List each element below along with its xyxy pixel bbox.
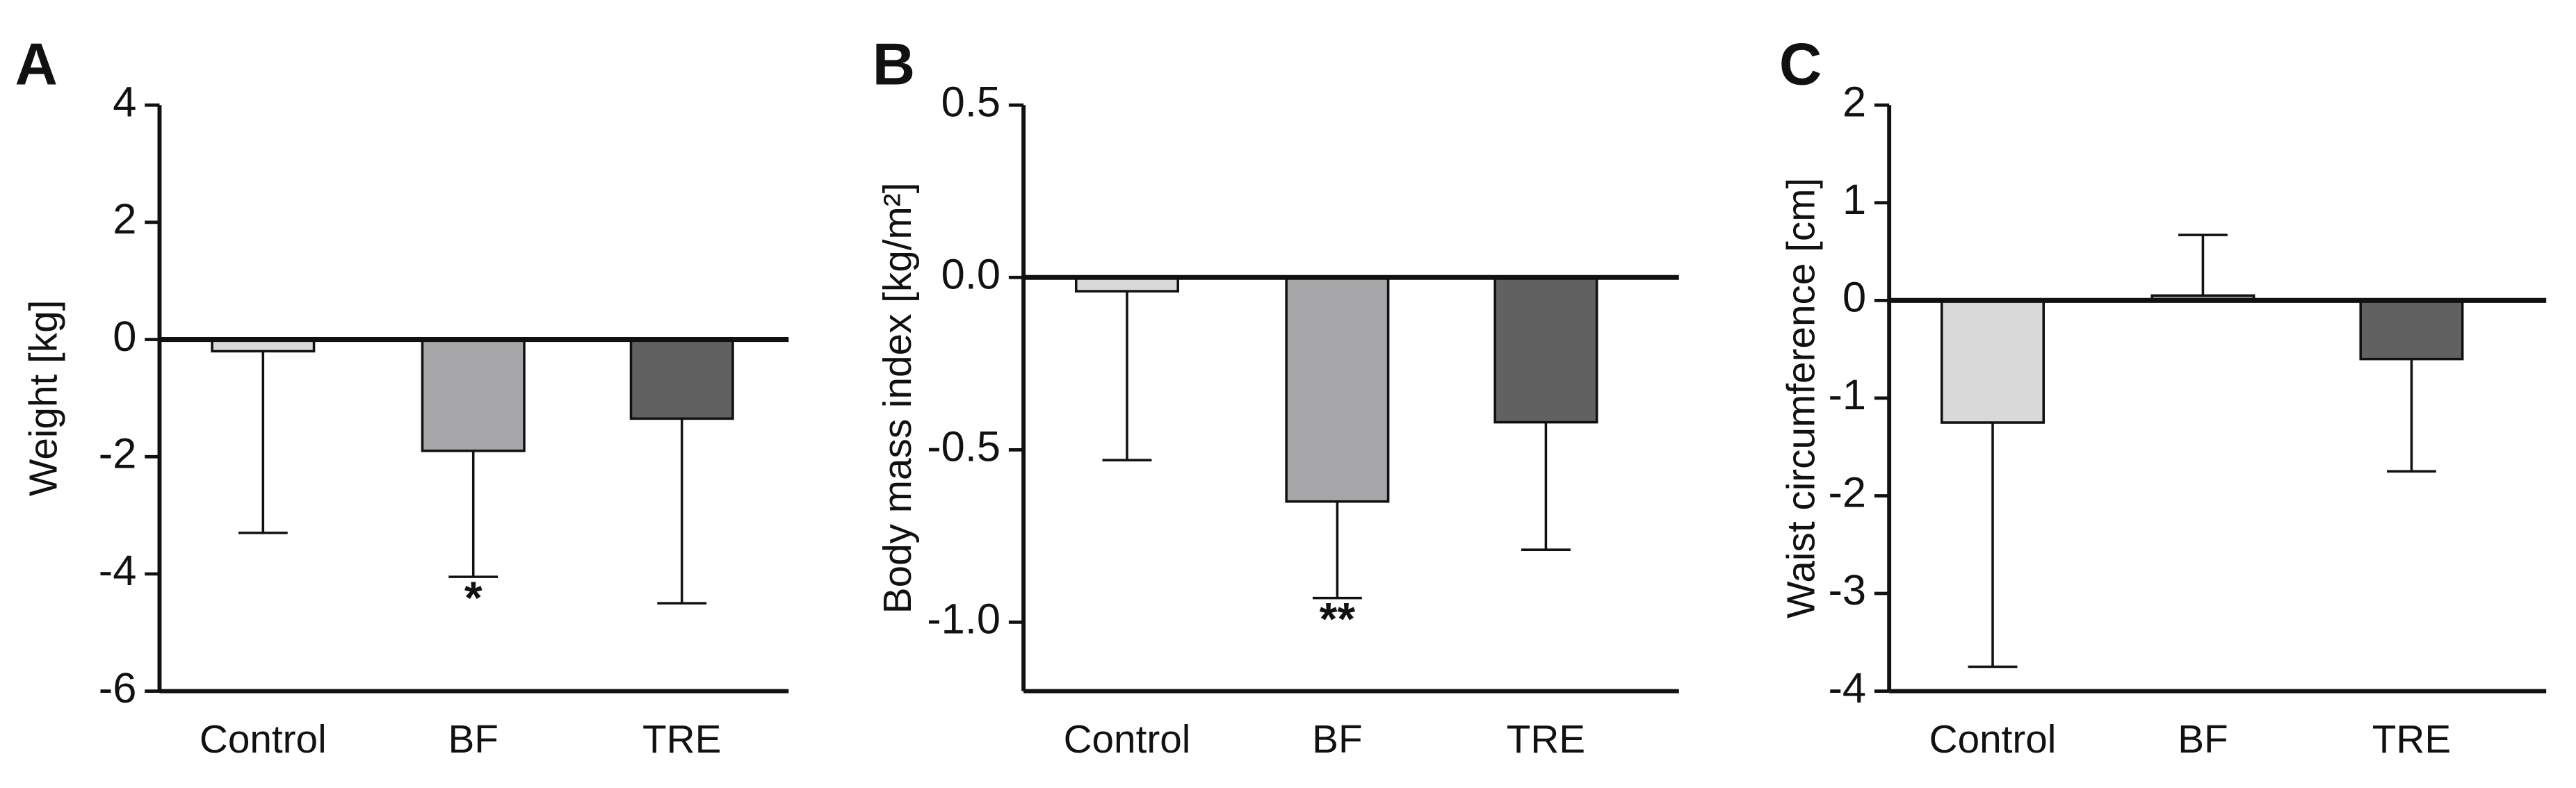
bar bbox=[421, 338, 526, 452]
y-tick-label: -2 bbox=[99, 429, 137, 477]
x-tick-label: Control bbox=[1929, 718, 2057, 762]
y-tick-label: 4 bbox=[113, 78, 136, 126]
panel-label: B bbox=[873, 32, 915, 98]
bar bbox=[629, 338, 734, 420]
y-tick-label: 2 bbox=[1842, 78, 1866, 126]
error-bar bbox=[657, 418, 707, 605]
y-tick-label: -2 bbox=[1828, 469, 1866, 517]
significance-mark: ** bbox=[1320, 594, 1356, 646]
y-tick-label: -6 bbox=[99, 664, 137, 712]
x-tick-label: BF bbox=[1312, 718, 1362, 762]
x-tick-label: Control bbox=[200, 718, 327, 762]
panel-label: A bbox=[15, 32, 58, 98]
x-tick-label: BF bbox=[448, 718, 498, 762]
bar bbox=[2359, 299, 2464, 361]
y-tick-label: -0.5 bbox=[927, 423, 1001, 471]
error-bar bbox=[1312, 501, 1362, 600]
x-tick-label: BF bbox=[2178, 718, 2228, 762]
error-bar bbox=[2387, 359, 2436, 473]
y-tick-label: -3 bbox=[1828, 566, 1866, 614]
error-bar bbox=[1102, 291, 1152, 461]
y-tick-label: 2 bbox=[113, 195, 136, 243]
error-bar bbox=[238, 351, 288, 534]
x-tick-label: Control bbox=[1064, 718, 1191, 762]
x-tick-label: TRE bbox=[2372, 718, 2451, 762]
panel: B Body mass index [kg/m²]-1.0 -0.5 0.0 0.5 Co… bbox=[873, 32, 1679, 762]
significance-mark: * bbox=[464, 573, 483, 624]
error-bar bbox=[448, 450, 499, 578]
panel: A Weight [kg] -6 -4 -2 0 2 4 Control BF * TRE bbox=[15, 32, 789, 762]
y-tick-label: 0 bbox=[1842, 274, 1866, 322]
y-tick-label: -4 bbox=[99, 547, 137, 595]
y-tick-label: -1 bbox=[1828, 371, 1866, 419]
bar bbox=[1285, 276, 1390, 503]
bar bbox=[1941, 299, 2046, 424]
y-tick-label: 0 bbox=[113, 313, 136, 361]
error-bar bbox=[2178, 233, 2228, 296]
y-axis-label: Waist circumference [cm] bbox=[1779, 178, 1823, 618]
error-bar bbox=[1968, 422, 2018, 668]
y-tick-label: 0.0 bbox=[941, 250, 1001, 298]
panel-label: C bbox=[1779, 32, 1822, 98]
panel: C Waist circumference [cm] -4 -3 -2 -1 0 1 2 Cont… bbox=[1779, 32, 2547, 762]
y-tick-label: 0.5 bbox=[941, 78, 1001, 126]
x-tick-label: TRE bbox=[642, 718, 721, 762]
y-tick-label: -4 bbox=[1828, 664, 1866, 712]
y-axis-label: Body mass index [kg/m²] bbox=[876, 183, 920, 614]
error-bar bbox=[1521, 422, 1571, 551]
y-axis-label: Weight [kg] bbox=[22, 300, 65, 497]
y-tick-label: 1 bbox=[1842, 176, 1866, 224]
y-tick-label: -1.0 bbox=[927, 596, 1001, 643]
x-tick-label: TRE bbox=[1507, 718, 1585, 762]
bar bbox=[1493, 276, 1598, 424]
